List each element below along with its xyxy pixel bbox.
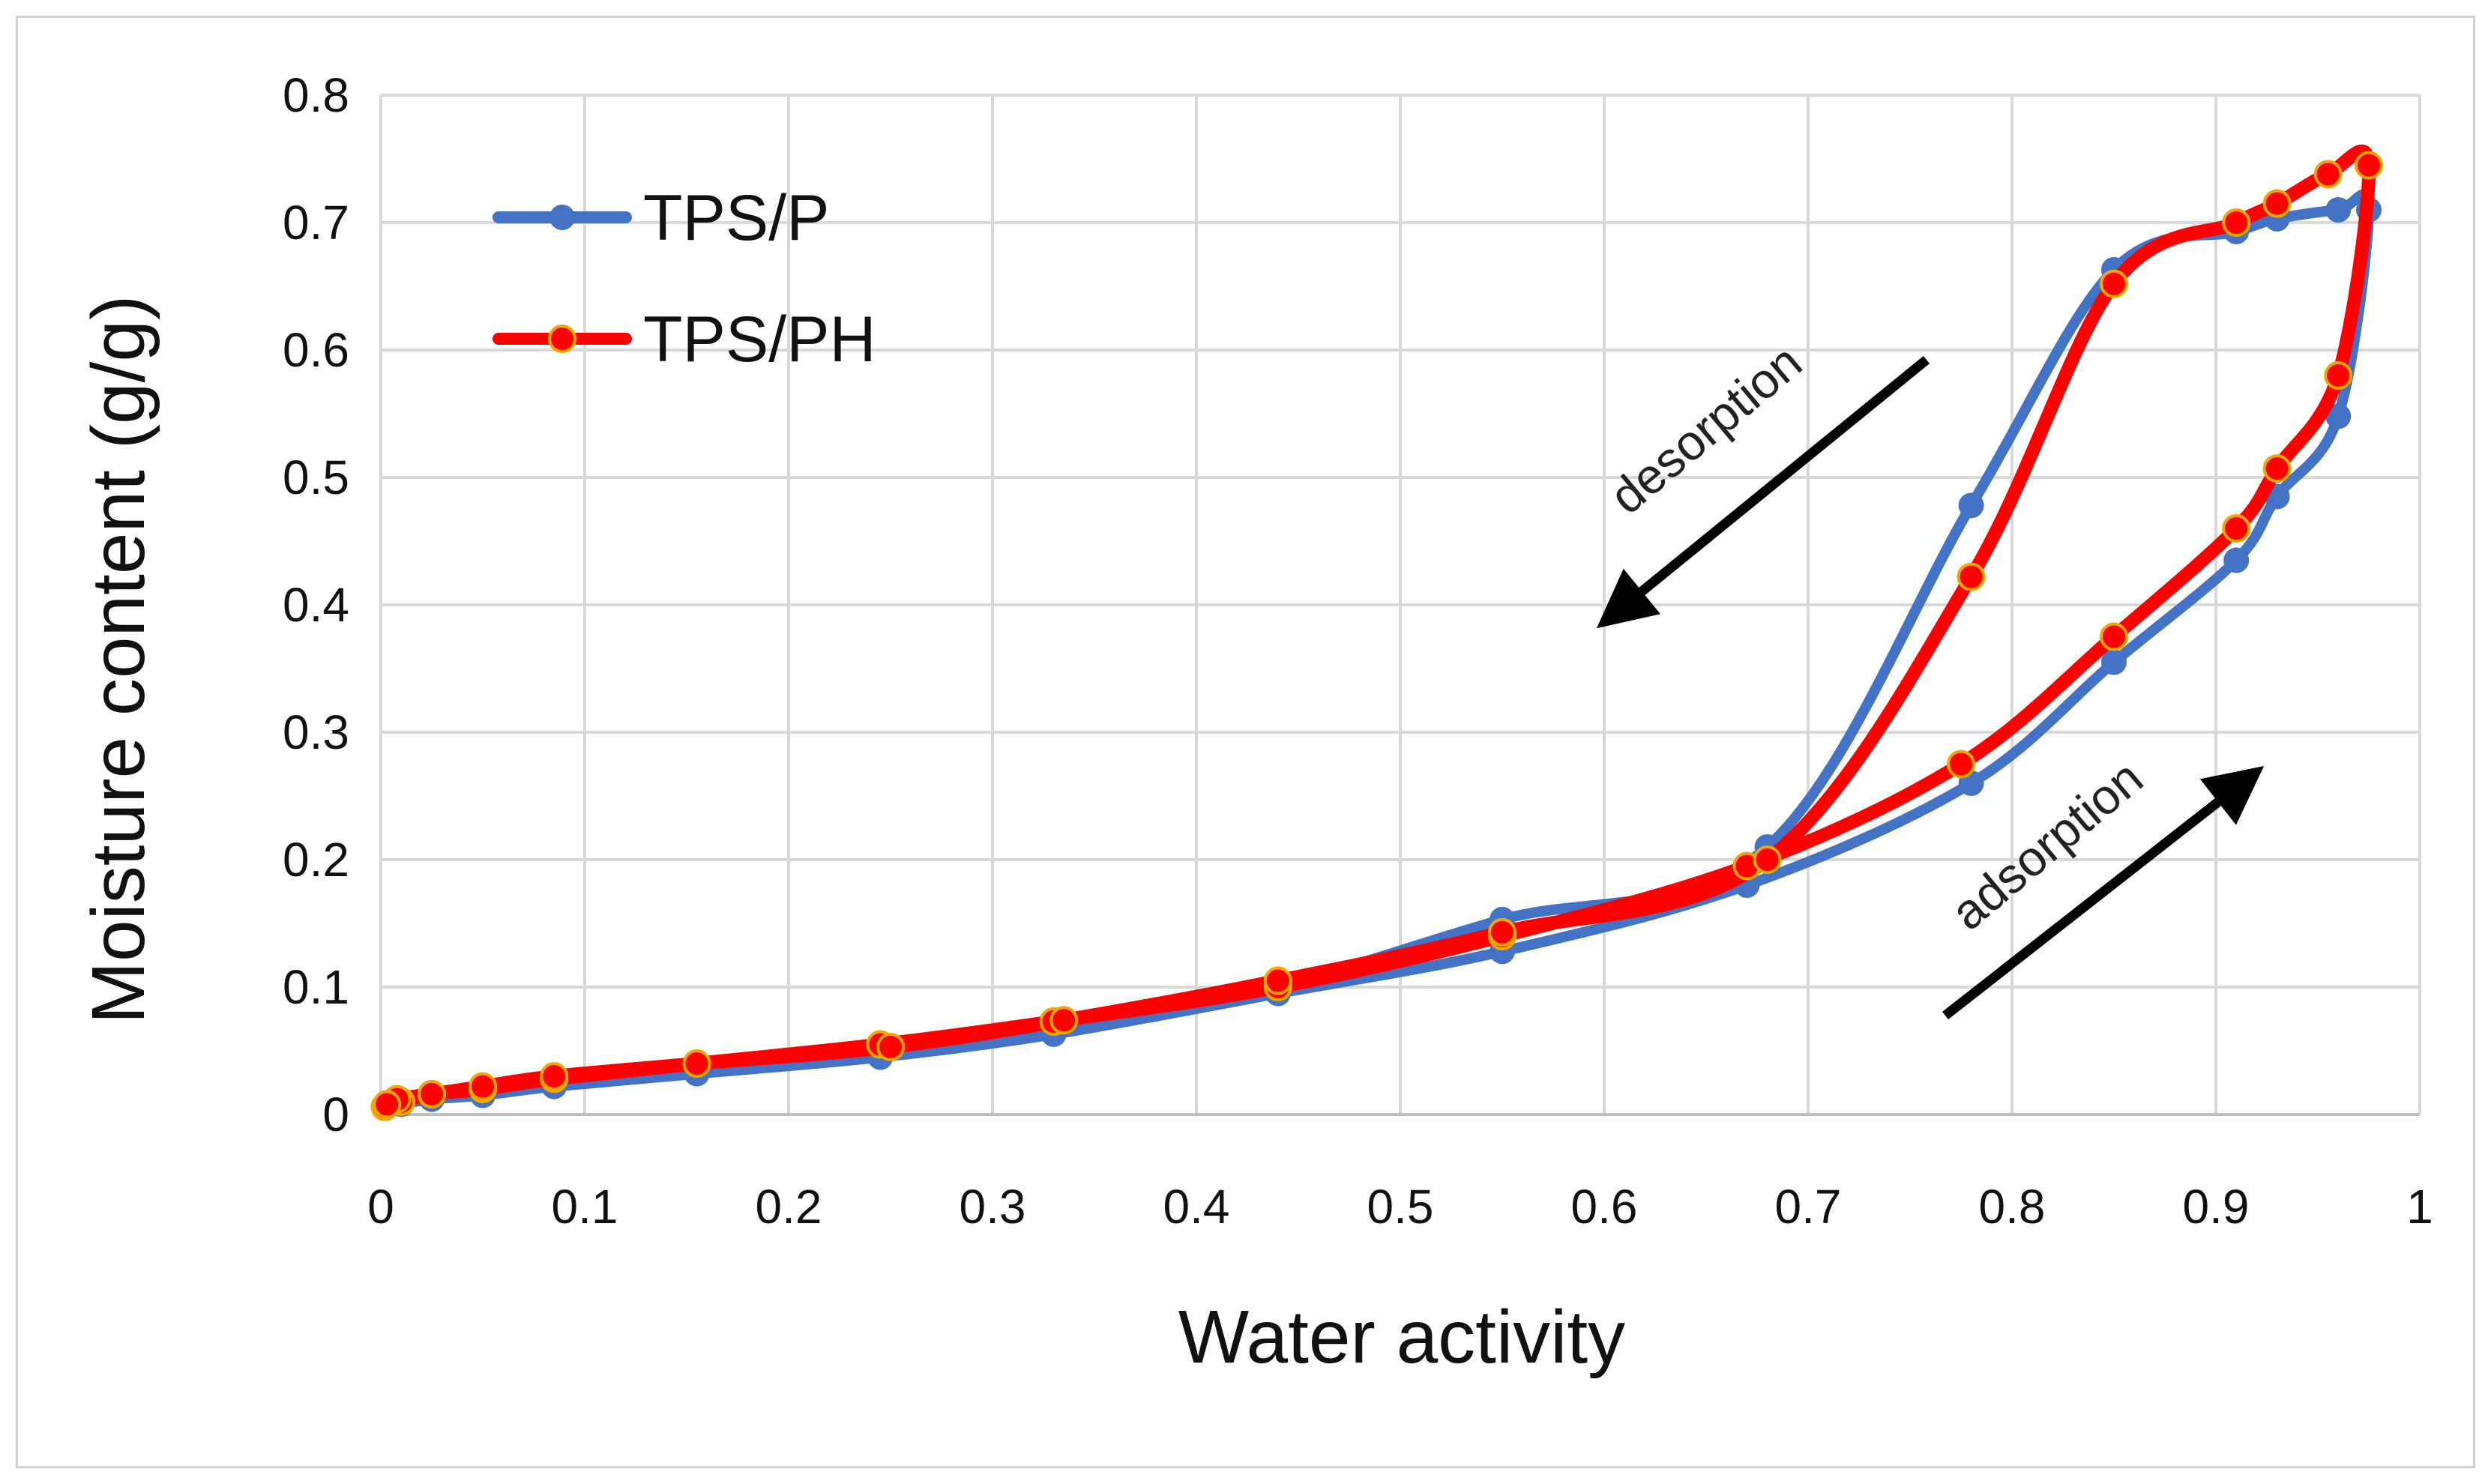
x-tick-label: 0.8 <box>1979 1180 2046 1234</box>
y-tick-label: 0.8 <box>283 68 349 122</box>
data-point-tps-p <box>2101 649 2127 675</box>
desorption-label: desorption <box>1599 334 1812 525</box>
data-point-tps-ph <box>2222 208 2251 237</box>
x-tick-label: 0 <box>367 1180 394 1234</box>
annotations: desorption adsorption <box>1596 334 2265 1020</box>
data-point-tps-ph <box>2324 361 2353 390</box>
y-axis-title: Moisture content (g/g) <box>76 295 160 1025</box>
chart-frame <box>16 16 2475 1468</box>
data-point-tps-ph <box>1049 1006 1079 1035</box>
data-point-tps-ph <box>2222 514 2251 543</box>
series <box>370 144 2383 1121</box>
data-point-tps-p <box>2325 197 2352 223</box>
data-point-tps-ph <box>540 1062 569 1091</box>
data-point-tps-ph <box>682 1049 711 1078</box>
data-point-tps-ph <box>1957 562 1986 591</box>
x-tick-label: 0.5 <box>1367 1180 1434 1234</box>
x-tick-label: 0.7 <box>1775 1180 1842 1234</box>
data-point-tps-ph <box>2355 151 2383 180</box>
legend-item-tps-ph: TPS/PH <box>493 304 876 375</box>
y-axis-ticks: 0 0.1 0.2 0.3 0.4 0.5 0.6 0.7 0.8 <box>283 68 349 1141</box>
y-tick-label: 0.3 <box>283 705 349 759</box>
data-point-tps-ph <box>373 1090 402 1119</box>
legend-marker-tps-ph <box>548 325 576 353</box>
grid <box>379 94 2421 1116</box>
data-point-tps-p <box>1958 492 1984 519</box>
series-tps-ph <box>370 144 2383 1121</box>
data-point-tps-ph <box>2262 189 2292 218</box>
x-tick-label: 0.6 <box>1571 1180 1638 1234</box>
data-point-tps-ph <box>1753 845 1782 874</box>
desorption-arrow <box>1596 355 1930 629</box>
y-tick-label: 0.4 <box>283 578 349 632</box>
data-point-tps-ph <box>1488 917 1516 947</box>
x-tick-label: 0.9 <box>2183 1180 2250 1234</box>
y-tick-label: 0.2 <box>283 833 349 887</box>
data-point-tps-p <box>2223 547 2250 573</box>
y-tick-label: 0.5 <box>283 450 349 504</box>
x-axis-ticks: 0 0.1 0.2 0.3 0.4 0.5 0.6 0.7 0.8 0.9 1 <box>367 1180 2433 1234</box>
legend-marker-tps-p <box>549 205 575 230</box>
data-point-tps-ph <box>2313 160 2343 189</box>
legend-label-tps-ph: TPS/PH <box>643 304 876 375</box>
data-point-tps-ph <box>2100 269 2128 298</box>
y-tick-label: 0.1 <box>283 960 349 1014</box>
x-tick-label: 0.1 <box>552 1180 618 1234</box>
data-point-tps-ph <box>876 1032 905 1061</box>
data-point-tps-ph <box>2262 454 2292 483</box>
legend-item-tps-p: TPS/P <box>493 182 830 254</box>
x-axis-title: Water activity <box>1178 1295 1625 1379</box>
x-tick-label: 1 <box>2406 1180 2433 1234</box>
data-point-tps-p <box>2325 403 2352 429</box>
legend-label-tps-p: TPS/P <box>643 182 830 254</box>
series-line-tps-ph <box>378 144 2376 1114</box>
data-point-tps-ph <box>1947 749 1975 779</box>
data-point-tps-ph <box>2100 622 2128 651</box>
data-point-tps-ph <box>469 1072 497 1101</box>
legend: TPS/P TPS/PH <box>493 182 876 375</box>
adsorption-arrow <box>1942 765 2265 1020</box>
x-tick-label: 0.4 <box>1163 1180 1230 1234</box>
x-tick-label: 0.2 <box>756 1180 822 1234</box>
y-tick-label: 0.6 <box>283 323 349 377</box>
y-tick-label: 0 <box>322 1088 349 1141</box>
x-tick-label: 0.3 <box>960 1180 1026 1234</box>
data-point-tps-ph <box>1263 966 1292 995</box>
y-tick-label: 0.7 <box>283 196 349 250</box>
data-point-tps-ph <box>418 1079 446 1109</box>
